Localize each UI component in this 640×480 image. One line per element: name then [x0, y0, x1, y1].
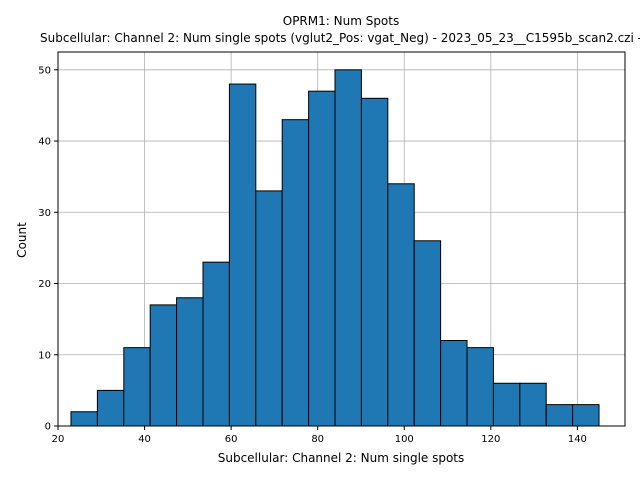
x-tick-label: 40 [138, 434, 151, 445]
histogram-bar [572, 404, 600, 427]
histogram-bar [123, 347, 151, 427]
x-tick-label: 140 [568, 434, 587, 445]
y-axis-label: Count [15, 222, 29, 258]
y-tick-label: 40 [38, 137, 51, 148]
histogram-bar [255, 190, 283, 427]
x-tick-label: 120 [481, 434, 500, 445]
histogram-bars [70, 69, 600, 427]
plot-frame [57, 51, 626, 427]
histogram-bar [440, 340, 468, 427]
x-tick-label: 100 [395, 434, 414, 445]
y-axis-ticks: 0 10 20 30 40 50 [38, 65, 58, 433]
histogram-bar [387, 183, 415, 427]
y-tick-label: 30 [38, 208, 51, 219]
x-axis-ticks: 20 40 60 80 100 120 140 [52, 426, 587, 445]
y-tick-label: 20 [38, 279, 51, 290]
y-tick-label: 50 [38, 65, 51, 76]
histogram-bar [308, 90, 336, 427]
histogram-bar [519, 382, 547, 427]
chart-subtitle: Subcellular: Channel 2: Num single spots… [40, 31, 640, 45]
y-tick-label: 10 [38, 350, 51, 361]
histogram-bar [70, 411, 98, 427]
histogram-bar [96, 389, 125, 427]
x-axis-label: Subcellular: Channel 2: Num single spots [218, 451, 465, 465]
x-tick-label: 20 [52, 434, 65, 445]
chart-title: OPRM1: Num Spots [283, 14, 399, 28]
histogram-bar [228, 83, 257, 427]
y-tick-label: 0 [45, 422, 51, 433]
histogram-bar [492, 382, 521, 427]
histogram-bar [149, 304, 178, 427]
histogram-bar [176, 297, 204, 427]
histogram-bar [466, 347, 494, 427]
histogram-bar [545, 404, 574, 427]
histogram-bar [360, 97, 389, 427]
histogram-bar [202, 261, 230, 427]
x-tick-label: 80 [311, 434, 324, 445]
histogram-bar [281, 119, 310, 427]
histogram-bar [413, 240, 442, 427]
x-tick-label: 60 [225, 434, 238, 445]
histogram-bar [334, 69, 362, 427]
